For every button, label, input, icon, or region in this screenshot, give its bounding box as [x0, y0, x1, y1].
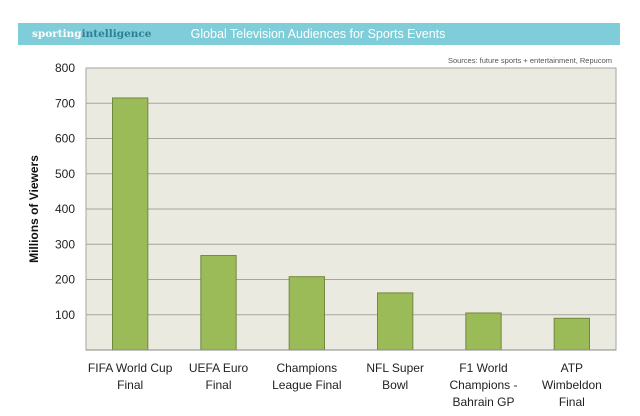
x-category-label-line: Final: [117, 378, 143, 392]
chart-source-note: Sources: future sports + entertainment, …: [448, 56, 612, 65]
x-category-label: Champions League Final: [272, 361, 341, 392]
y-tick-label: 100: [55, 308, 75, 322]
y-tick-labels: 100 200 300 400 500 600 700 800: [55, 61, 75, 322]
y-tick-label: 700: [55, 96, 75, 110]
bar: [465, 312, 502, 351]
x-category-label-line: League Final: [272, 378, 341, 392]
bar: [200, 255, 237, 351]
brand-word-sporting: sporting: [32, 28, 82, 40]
y-tick-label: 400: [55, 202, 75, 216]
y-tick-label: 300: [55, 237, 75, 251]
y-tick-label: 200: [55, 273, 75, 287]
chart-header-band: sportingintelligence Global Television A…: [18, 23, 620, 45]
x-category-label-line: Final: [205, 378, 231, 392]
bar: [553, 317, 591, 351]
x-category-label-line: Champions -: [449, 378, 517, 392]
x-category-label-line: F1 World: [459, 361, 507, 375]
x-category-label: F1 World Champions - Bahrain GP: [449, 361, 517, 409]
x-category-label-line: Bahrain GP: [452, 395, 514, 409]
brand-word-intelligence: intelligence: [81, 28, 152, 40]
x-category-label-line: ATP: [561, 361, 583, 375]
x-category-labels: FIFA World Cup Final UEFA Euro Final Champio…: [88, 361, 602, 409]
x-category-label-line: Bowl: [382, 378, 408, 392]
x-category-label-line: UEFA Euro: [189, 361, 249, 375]
x-category-label-line: Final: [559, 395, 585, 409]
x-category-label: ATP Wimbeldon Final: [542, 361, 602, 409]
chart-title: Global Television Audiences for Sports E…: [190, 27, 446, 41]
bar: [112, 97, 149, 351]
y-tick-label: 800: [55, 61, 75, 75]
x-category-label: FIFA World Cup Final: [88, 361, 173, 392]
brand-logo: sportingintelligence: [32, 23, 151, 45]
x-category-label-line: Wimbeldon: [542, 378, 602, 392]
x-category-label-line: FIFA World Cup: [88, 361, 173, 375]
bar: [288, 276, 325, 351]
y-axis-title: Millions of Viewers: [27, 155, 41, 263]
y-tick-label: 600: [55, 132, 75, 146]
x-category-label-line: NFL Super: [366, 361, 424, 375]
bar: [377, 292, 414, 351]
bars: [112, 97, 591, 351]
x-category-label: NFL Super Bowl: [366, 361, 424, 392]
x-category-label-line: Champions: [276, 361, 337, 375]
y-tick-label: 500: [55, 167, 75, 181]
gridlines: [86, 102, 616, 316]
x-category-label: UEFA Euro Final: [189, 361, 249, 392]
